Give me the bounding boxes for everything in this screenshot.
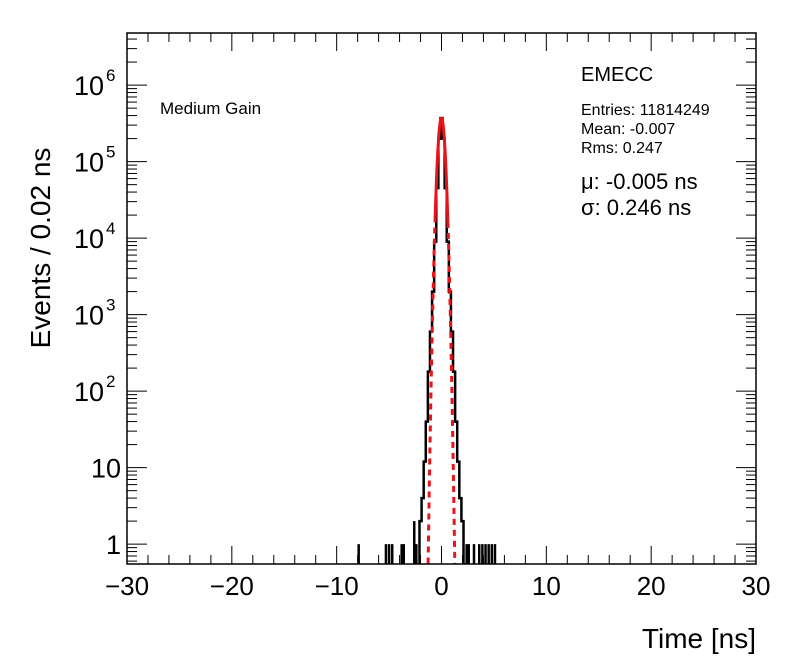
x-tick-label: −30 [105,571,149,601]
y-axis-label: Events / 0.02 ns [25,148,56,349]
x-tick-label: −10 [315,571,359,601]
y-tick-label: 10 [74,71,104,101]
x-tick-label: 10 [532,571,561,601]
y-tick-exponent: 4 [106,219,115,238]
x-tick-label: 20 [637,571,666,601]
gaussian-fit-series [426,116,457,564]
x-tick-label: −20 [210,571,254,601]
y-tick-label: 10 [91,454,121,484]
fit-mu-stat: μ: -0.005 ns [581,169,698,194]
y-tick-exponent: 2 [106,372,115,391]
x-tick-label: 30 [742,571,771,601]
detector-label: EMECC [581,64,653,86]
y-tick-label: 10 [74,301,104,331]
x-tick-label: 0 [434,571,448,601]
fit-curve-tail-left [426,221,437,564]
x-axis-label: Time [ns] [642,623,756,654]
y-tick-exponent: 3 [106,296,115,315]
y-tick-label: 10 [74,148,104,178]
axis-ticks [126,33,757,564]
y-tick-label: 10 [74,377,104,407]
histogram-series [357,116,497,564]
y-tick-label: 10 [74,224,104,254]
gain-label: Medium Gain [160,99,261,118]
y-tick-label: 1 [106,530,121,560]
y-tick-exponent: 5 [106,143,115,162]
rms-stat: Rms: 0.247 [581,140,663,157]
entries-stat: Entries: 11814249 [581,102,710,119]
histogram-outline [418,116,465,564]
mean-stat: Mean: -0.007 [581,121,675,138]
fit-sigma-stat: σ: 0.246 ns [581,195,691,220]
y-tick-exponent: 6 [106,66,115,85]
fit-curve-core [433,116,450,223]
fit-curve-tail-right [446,221,457,564]
